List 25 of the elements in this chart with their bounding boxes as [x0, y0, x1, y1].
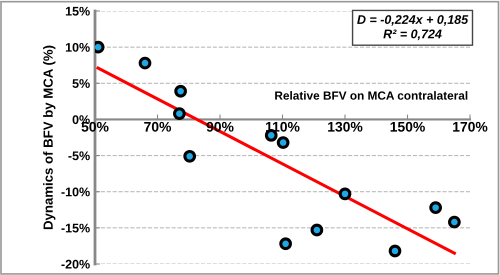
- x-tick-label: 150%: [390, 122, 425, 132]
- x-tick-label: 170%: [453, 122, 488, 132]
- y-tick-label: -5%: [68, 151, 90, 160]
- y-tick-label: 15%: [66, 6, 90, 16]
- y-tick-label: -20%: [61, 260, 90, 269]
- y-tick-label: -15%: [61, 224, 90, 233]
- point: [276, 136, 290, 149]
- point: [338, 188, 352, 200]
- x-tick-label: 130%: [328, 122, 362, 132]
- point: [448, 216, 461, 228]
- y-tick-label: -10%: [61, 188, 90, 196]
- point: [429, 201, 442, 214]
- x-tick-label: 70%: [144, 122, 172, 132]
- y-tick-label: 5%: [72, 79, 90, 88]
- point: [310, 224, 324, 236]
- point: [174, 84, 187, 98]
- point: [173, 107, 186, 120]
- annotation: D = -0,224x + 0,185 R² = 0,724: [357, 15, 468, 40]
- point: [138, 56, 152, 70]
- point: [388, 244, 402, 258]
- point: [279, 237, 292, 250]
- y-tick-label: 10%: [66, 42, 90, 52]
- y-axis-title: Dynamics of BFV by MCA (%): [43, 46, 56, 230]
- x-axis-title: Relative BFV on MCA contralateral: [275, 91, 468, 100]
- point: [183, 150, 196, 163]
